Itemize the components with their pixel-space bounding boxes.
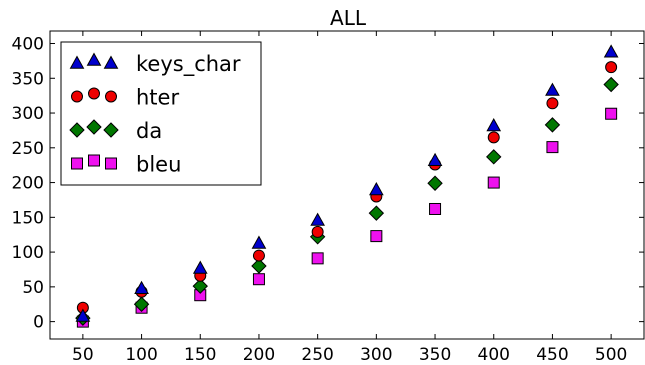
legend-label: keys_char — [136, 52, 241, 77]
data-point-hter — [546, 97, 559, 110]
data-point-da — [133, 296, 150, 312]
data-point-bleu — [487, 176, 500, 189]
legend-item-da: da — [69, 119, 162, 143]
y-tick-label: 300 — [12, 104, 44, 124]
data-point-bleu — [429, 202, 442, 215]
axis-ticks: 50 100 150 200 250 300 350 400 450 500 0 50 100 150 20… — [12, 31, 644, 365]
x-tick-label: 400 — [478, 345, 510, 365]
data-point-keys_char — [192, 260, 208, 274]
data-point-keys_char — [603, 44, 619, 58]
data-point-keys_char — [486, 118, 502, 132]
legend-marker-bleu — [88, 154, 100, 167]
legend-marker-da — [86, 119, 102, 135]
data-point-bleu — [252, 273, 265, 286]
data-point-da — [427, 175, 443, 191]
data-point-keys_char — [545, 82, 560, 96]
data-point-keys_char — [134, 280, 149, 294]
data-points — [75, 44, 619, 328]
legend-marker-keys_char — [86, 52, 102, 66]
y-tick-label: 50 — [22, 278, 44, 298]
legend-label: da — [136, 119, 162, 143]
legend-marker-hter — [105, 90, 117, 103]
data-point-bleu — [311, 252, 324, 265]
data-point-keys_char — [251, 235, 267, 249]
data-point-keys_char — [368, 181, 384, 196]
y-tick-label: 100 — [12, 243, 44, 263]
plot-frame — [49, 30, 645, 340]
legend-marker-bleu — [71, 157, 83, 170]
data-point-keys_char — [427, 152, 443, 167]
legend-marker-bleu — [105, 157, 117, 170]
legend-marker-da — [103, 122, 119, 138]
data-point-hter — [252, 249, 265, 262]
x-tick-label: 200 — [243, 345, 275, 365]
y-tick-label: 350 — [12, 69, 44, 89]
x-tick-label: 450 — [536, 345, 568, 365]
data-point-da — [192, 278, 208, 294]
data-point-keys_char — [310, 212, 326, 226]
legend-marker-keys_char — [69, 55, 85, 69]
x-tick-label: 300 — [360, 345, 392, 365]
legend-item-bleu: bleu — [71, 153, 181, 177]
data-point-da — [544, 117, 561, 133]
chart-title: ALL — [330, 6, 367, 30]
y-tick-label: 200 — [12, 174, 44, 194]
x-tick-label: 50 — [72, 345, 94, 365]
legend-label: hter — [136, 86, 179, 110]
legend-item-keys_char: keys_char — [69, 52, 241, 77]
x-tick-label: 250 — [301, 345, 333, 365]
data-point-bleu — [370, 230, 383, 243]
legend-marker-hter — [88, 87, 100, 100]
y-tick-label: 0 — [33, 313, 44, 333]
x-tick-label: 150 — [184, 345, 216, 365]
y-tick-label: 400 — [12, 35, 44, 55]
y-tick-label: 150 — [12, 208, 44, 228]
legend-label: bleu — [136, 153, 181, 177]
series-hter — [76, 61, 618, 314]
data-point-keys_char — [75, 308, 91, 322]
y-tick-label: 250 — [12, 139, 44, 159]
legend-marker-hter — [71, 90, 83, 103]
data-point-da — [251, 258, 267, 274]
legend-marker-keys_char — [103, 55, 119, 69]
data-point-bleu — [546, 141, 559, 154]
legend-marker-da — [69, 122, 85, 138]
data-point-bleu — [605, 107, 618, 120]
x-tick-label: 100 — [125, 345, 157, 365]
data-point-hter — [311, 225, 324, 238]
legend-item-hter: hter — [71, 86, 179, 110]
data-point-da — [486, 149, 502, 165]
data-point-hter — [605, 61, 618, 74]
data-point-da — [368, 205, 385, 221]
series-keys_char — [75, 44, 619, 322]
data-point-da — [603, 76, 619, 93]
data-point-hter — [487, 131, 500, 144]
x-tick-label: 500 — [595, 345, 627, 365]
x-tick-label: 350 — [419, 345, 451, 365]
